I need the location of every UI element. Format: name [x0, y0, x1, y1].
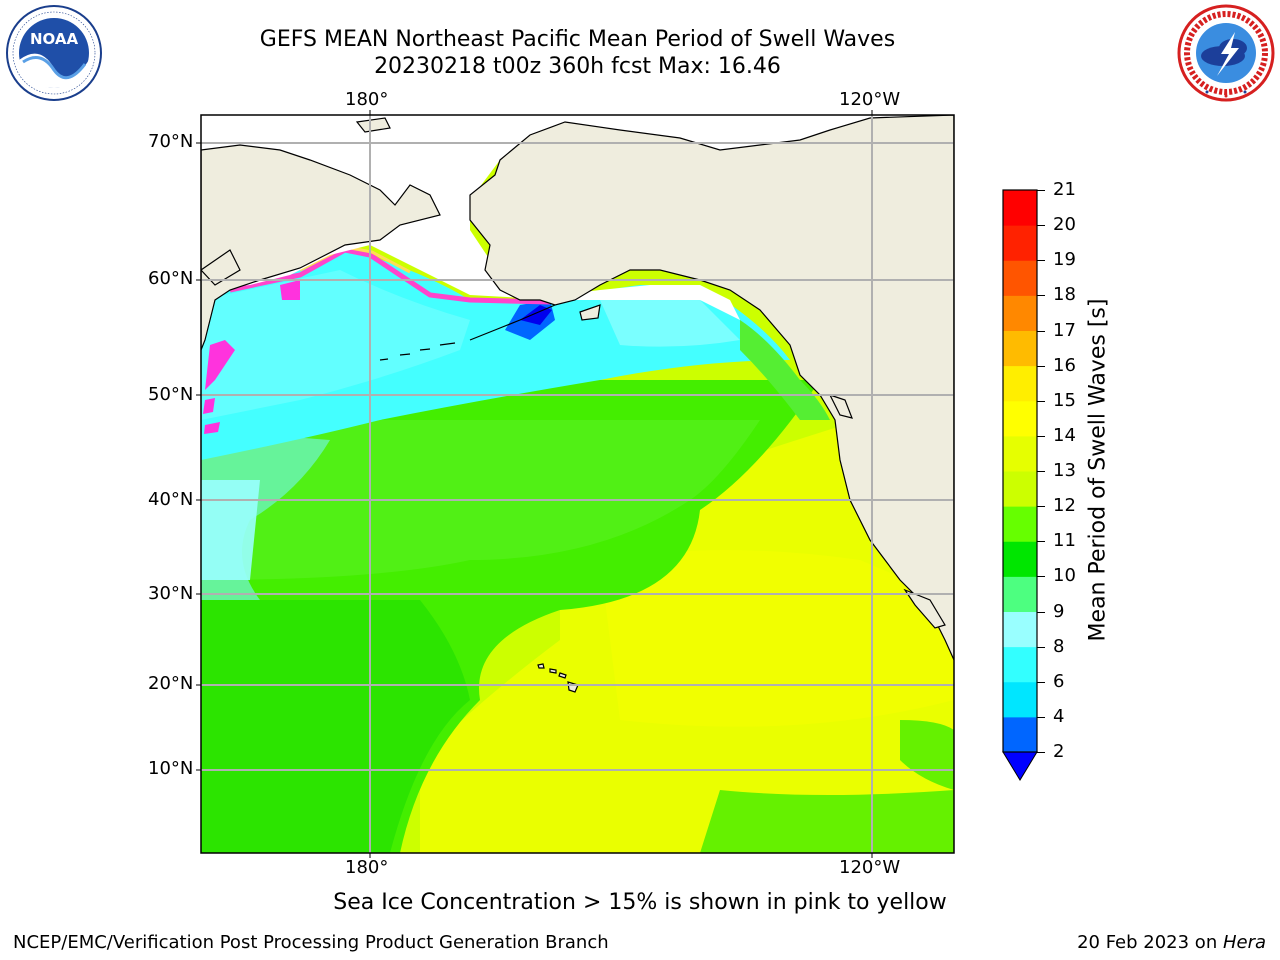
colorbar-bin: [1003, 400, 1037, 437]
land-siberia: [201, 144, 441, 351]
colorbar-tick-label: 12: [1053, 495, 1076, 517]
colorbar-tick-label: 20: [1053, 214, 1076, 236]
lon-label-bottom-120w: 120°W: [839, 857, 901, 878]
map-frame: [200, 114, 955, 854]
lon-label-top-120w: 120°W: [839, 89, 901, 110]
colorbar-tick-mark: [1037, 576, 1045, 578]
colorbar-tick-label: 9: [1053, 600, 1065, 622]
colorbar-tick-mark: [1037, 541, 1045, 543]
sea-ice-edge: [229, 247, 551, 305]
colorbar-bin: [1003, 576, 1037, 612]
colorbar-bin: [1003, 681, 1037, 718]
colorbar-bin: [1003, 471, 1037, 507]
colorbar-bin: [1003, 435, 1037, 472]
colorbar-bin: [1003, 541, 1037, 577]
colorbar-label: Mean Period of Swell Waves [s]: [1085, 298, 1111, 642]
colorbar-tick-mark: [1037, 506, 1045, 508]
lat-label-20n: 20°N: [148, 673, 194, 694]
colorbar-bin: [1003, 190, 1037, 226]
colorbar-tick-mark: [1037, 435, 1045, 437]
lat-label-30n: 30°N: [148, 583, 194, 604]
colorbar-bin: [1003, 260, 1037, 296]
colorbar-tick-mark: [1037, 646, 1045, 648]
chart-subtitle: 20230218 t00z 360h fcst Max: 16.46: [374, 54, 781, 79]
colorbar-tick-label: 2: [1053, 741, 1065, 762]
colorbar-tick-mark: [1037, 225, 1045, 227]
colorbar-tick-label: 10: [1053, 565, 1076, 587]
colorbar-tick-label: 15: [1053, 389, 1076, 411]
land-hawaii: [537, 663, 579, 693]
footer-date-text: 20 Feb 2023 on: [1077, 932, 1223, 953]
nws-logo: [1177, 4, 1275, 102]
colorbar-tick-label: 8: [1053, 635, 1065, 657]
colorbar-bin: [1003, 365, 1037, 402]
colorbar-bin: [1003, 716, 1037, 753]
chart-title: GEFS MEAN Northeast Pacific Mean Period …: [259, 27, 896, 52]
lat-label-50n: 50°N: [148, 384, 194, 405]
colorbar-tick-mark: [1037, 295, 1045, 297]
colorbar-tick-label: 19: [1053, 249, 1076, 271]
lat-label-70n: 70°N: [148, 131, 194, 152]
colorbar-tick-label: 6: [1053, 670, 1065, 692]
colorbar-tick-mark: [1037, 611, 1045, 613]
colorbar-tick-label: 13: [1053, 460, 1076, 481]
colorbar-tick-label: 14: [1053, 424, 1076, 446]
footer-left: NCEP/EMC/Verification Post Processing Pr…: [13, 932, 609, 953]
colorbar-tick-mark: [1037, 260, 1045, 262]
colorbar-bin: [1003, 506, 1037, 542]
colorbar-tick-label: 16: [1053, 354, 1076, 376]
colorbar-bin: [1003, 330, 1037, 367]
colorbar-tick-label: 17: [1053, 319, 1076, 341]
colorbar-tick-mark: [1037, 752, 1045, 753]
colorbar-tick-mark: [1037, 365, 1045, 367]
noaa-logo: NOAA: [6, 5, 102, 101]
lat-label-60n: 60°N: [148, 268, 194, 289]
noaa-logo-text: NOAA: [30, 30, 79, 48]
colorbar-bin: [1003, 646, 1037, 683]
colorbar-tick-mark: [1037, 471, 1045, 472]
colorbar-tick-mark: [1037, 681, 1045, 683]
colorbar: [1002, 189, 1038, 781]
footer-date: 20 Feb 2023 on Hera: [1077, 932, 1266, 953]
colorbar-tick-label: 18: [1053, 284, 1076, 306]
colorbar-tick-label: 4: [1053, 705, 1065, 727]
colorbar-tick-label: 21: [1053, 179, 1076, 200]
colorbar-bin: [1003, 611, 1037, 648]
lon-label-top-180: 180°: [345, 89, 389, 110]
lon-label-bottom-180: 180°: [345, 857, 389, 878]
colorbar-tick-mark: [1037, 716, 1045, 718]
sea-ice-note: Sea Ice Concentration > 15% is shown in …: [333, 890, 947, 915]
lat-label-40n: 40°N: [148, 489, 194, 510]
lat-label-10n: 10°N: [148, 758, 194, 779]
colorbar-tick-mark: [1037, 190, 1045, 191]
colorbar-tick-mark: [1037, 400, 1045, 402]
colorbar-bin: [1003, 295, 1037, 331]
footer-host: Hera: [1222, 932, 1266, 953]
graticule: [201, 115, 954, 853]
colorbar-tick-label: 11: [1053, 530, 1076, 552]
colorbar-tick-mark: [1037, 330, 1045, 332]
colorbar-bin: [1003, 225, 1037, 261]
